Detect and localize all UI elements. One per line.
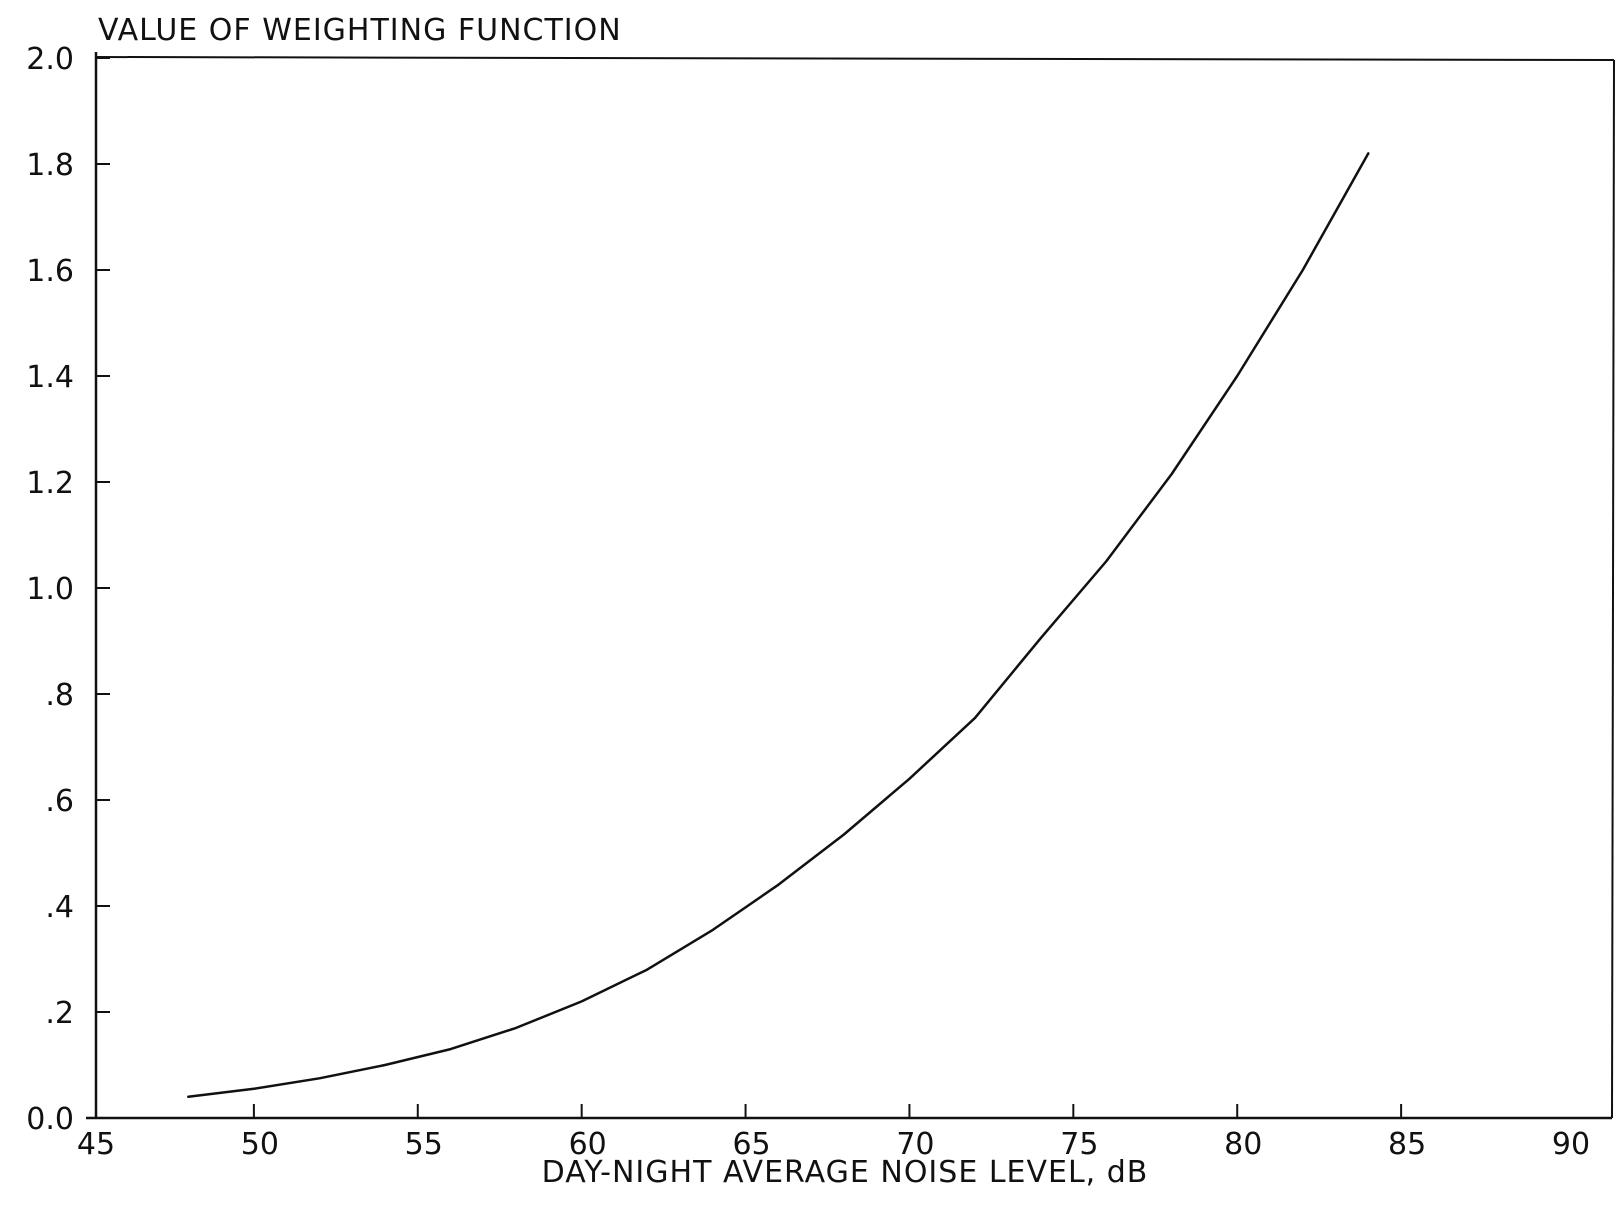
series [188,153,1368,1096]
y-tick-label: 0.0 [26,1102,74,1137]
x-axis-title: DAY-NIGHT AVERAGE NOISE LEVEL, dB [542,1155,1149,1190]
y-tick-label: 1.8 [26,148,74,183]
y-tick-label: 2.0 [26,42,74,77]
x-tick-label: 45 [77,1127,115,1162]
x-tick-label: 90 [1552,1127,1590,1162]
x-tick-label: 70 [896,1127,934,1162]
ticks: 0.0 .2 .4 .6 .8 1.0 1.2 1.4 1.6 1.8 2.0 45 50 55 60 65 7… [26,42,1590,1162]
x-tick-label: 75 [1060,1127,1098,1162]
y-tick-label: 1.4 [26,360,74,395]
y-tick-label: 1.2 [26,466,74,501]
axes [86,52,1614,1118]
series-line [188,153,1368,1096]
y-axis-title: VALUE OF WEIGHTING FUNCTION [98,13,622,48]
x-tick-label: 60 [569,1127,607,1162]
y-tick-label: 1.0 [26,572,74,607]
x-tick-label: 55 [405,1127,443,1162]
y-tick-label: .8 [45,678,74,713]
frame-right-line [1612,60,1614,1118]
y-tick-label: .4 [45,890,74,925]
x-tick-label: 85 [1388,1127,1426,1162]
x-tick-label: 50 [241,1127,279,1162]
x-tick-label: 65 [732,1127,770,1162]
y-tick-label: .2 [45,996,74,1031]
y-tick-label: 1.6 [26,254,74,289]
frame-top-line [96,57,1614,60]
y-tick-label: .6 [45,784,74,819]
x-tick-label: 80 [1224,1127,1262,1162]
